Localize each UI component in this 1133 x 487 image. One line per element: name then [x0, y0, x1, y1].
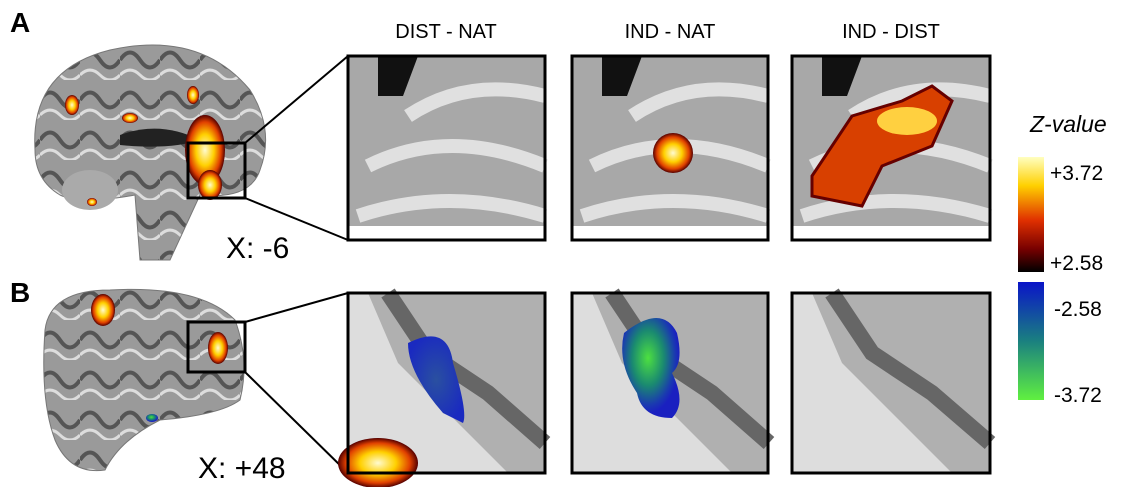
column-header: IND - DIST: [842, 21, 940, 43]
panel-label: B: [10, 277, 30, 308]
slice-coordinate: X: -6: [226, 232, 289, 265]
brain-sagittal: [44, 289, 245, 470]
zoom-row-b: [338, 293, 990, 487]
colorbar-warm: [1018, 157, 1044, 272]
colorbar-tick: -2.58: [1054, 298, 1102, 321]
colorbar-tick: -3.72: [1054, 384, 1102, 407]
brain-sagittal: [35, 45, 266, 260]
column-header: IND - NAT: [625, 21, 716, 43]
colorbar-title: Z-value: [1029, 111, 1107, 137]
colorbar-cool: [1018, 282, 1044, 400]
colorbar: Z-value +3.72 +2.58 -2.58 -3.72: [1018, 111, 1107, 407]
zoom-row-a: [348, 56, 990, 240]
column-header: DIST - NAT: [395, 21, 496, 43]
figure: A B DIST - NAT IND - NAT IND - DIST X: -…: [0, 0, 1133, 487]
slice-coordinate: X: +48: [198, 452, 286, 485]
colorbar-tick: +3.72: [1050, 162, 1103, 185]
panel-label: A: [10, 7, 30, 38]
colorbar-tick: +2.58: [1050, 252, 1103, 275]
